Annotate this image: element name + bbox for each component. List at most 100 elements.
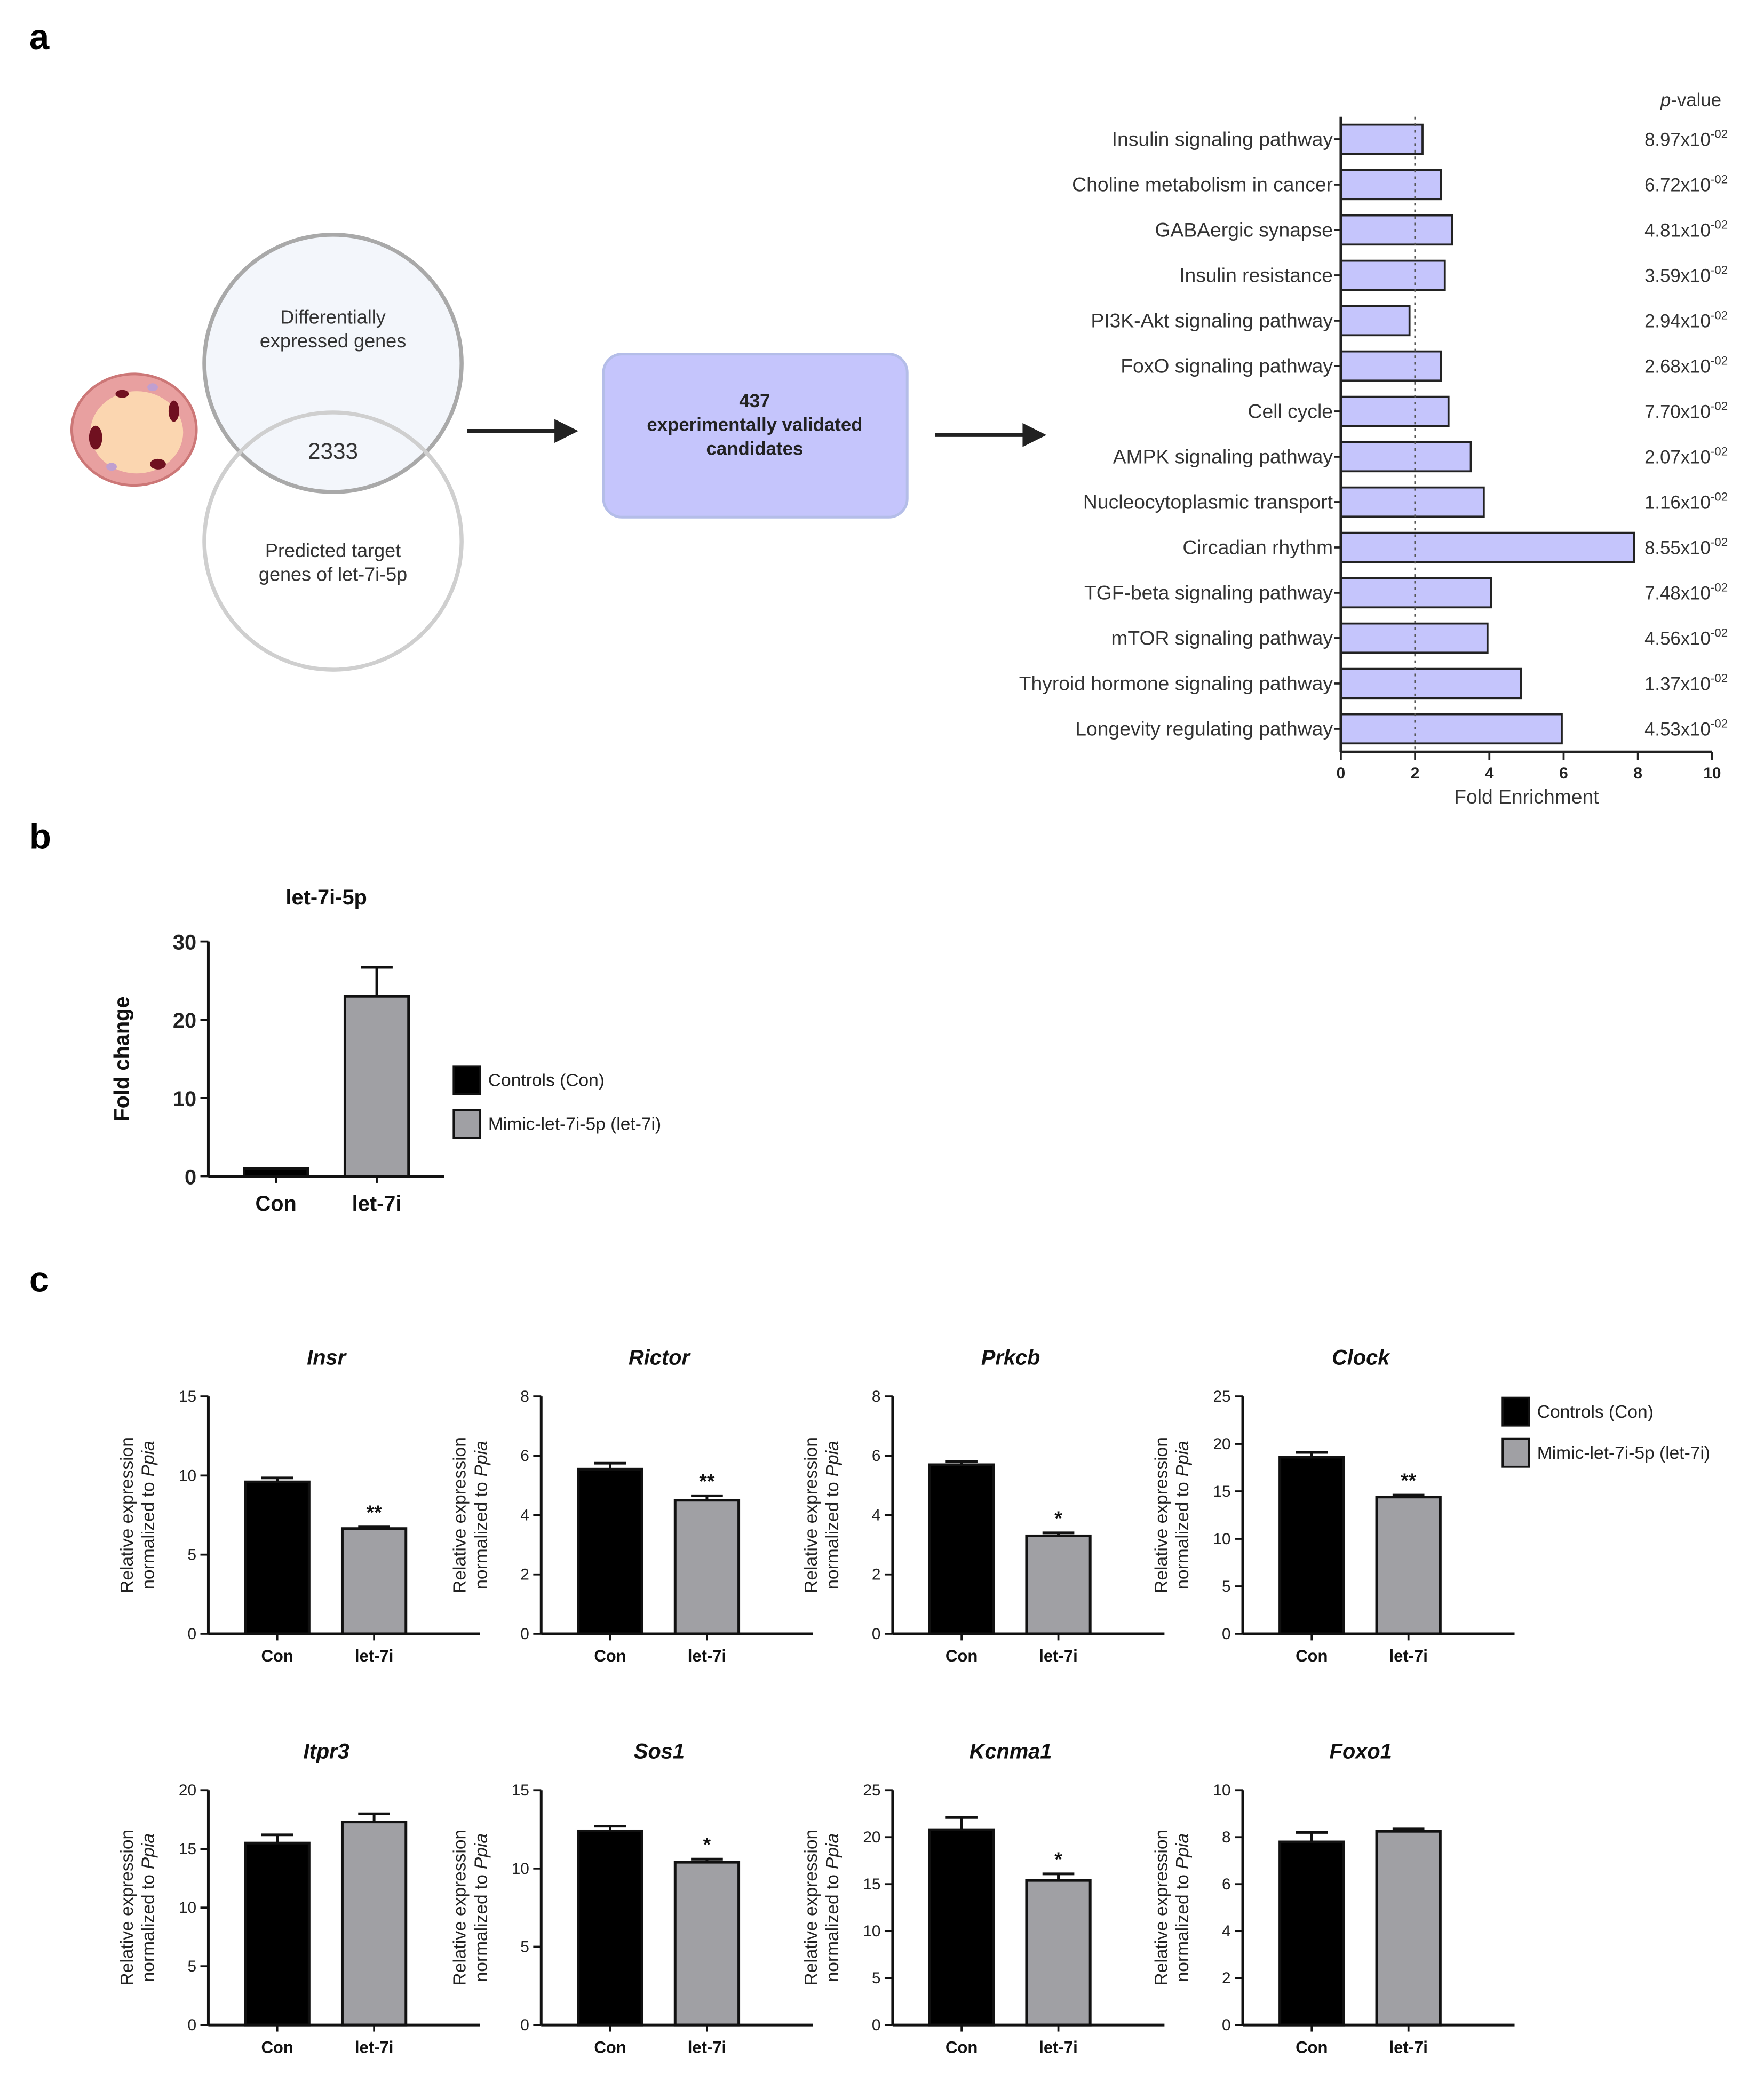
venn-circle <box>202 410 464 672</box>
y-axis-label: Relative expression <box>1151 1437 1171 1593</box>
significance: ** <box>699 1469 715 1492</box>
arrow <box>935 423 1047 447</box>
chart-title: Rictor <box>629 1346 691 1369</box>
x-tick-label: Con <box>261 1647 293 1665</box>
p-value-exp: -02 <box>1711 581 1728 594</box>
category-label: Thyroid hormone signaling pathway <box>1019 672 1333 694</box>
y-axis-label-part: normalized to <box>471 1874 491 1982</box>
y-tick-label: 20 <box>179 1782 196 1799</box>
panel-label: b <box>29 817 51 857</box>
y-tick-label: 25 <box>863 1782 880 1799</box>
bar <box>1340 531 1635 563</box>
bar <box>673 1861 741 2027</box>
y-tick-label: 0 <box>1222 1625 1231 1643</box>
y-axis-label-part: normalized to <box>823 1874 843 1982</box>
x-tick-label: Con <box>256 1192 297 1215</box>
y-axis-label: Fold change <box>110 996 133 1121</box>
bar <box>577 1829 643 2027</box>
y-tick-label: 0 <box>520 1625 529 1643</box>
y-tick-label: 20 <box>1213 1435 1230 1453</box>
legend-label: Mimic-let-7i-5p (let-7i) <box>1537 1443 1710 1463</box>
p-value-exp: -02 <box>1711 490 1728 503</box>
candidates-box <box>602 353 909 519</box>
bar <box>1340 395 1450 427</box>
chart-title: Prkcb <box>981 1346 1040 1369</box>
bar <box>1340 169 1442 201</box>
venn-label: expressed genes <box>260 330 406 352</box>
bar <box>340 1821 408 2027</box>
y-tick-label: 15 <box>1213 1483 1230 1500</box>
p-value-exp: -02 <box>1711 263 1728 276</box>
y-tick-label: 0 <box>1222 2016 1231 2034</box>
p-value-base: 7.48x10 <box>1644 583 1711 603</box>
bar <box>1025 1534 1092 1635</box>
p-value-exp: -02 <box>1711 354 1728 367</box>
y-axis-label: normalized to Ppia <box>1173 1833 1193 1982</box>
x-tick-label: 6 <box>1559 765 1568 782</box>
significance: * <box>703 1833 711 1855</box>
category-label: AMPK signaling pathway <box>1113 445 1333 467</box>
y-tick-label: 10 <box>863 1922 880 1940</box>
y-axis-label-part: normalized to <box>823 1482 843 1589</box>
y-axis-label-part: normalized to <box>1173 1874 1193 1982</box>
p-value: 1.16x10-02 <box>1644 490 1728 513</box>
x-tick-label: let-7i <box>355 1647 393 1665</box>
y-tick-label: 8 <box>520 1388 529 1405</box>
y-axis-label-italic: Ppia <box>471 1441 491 1476</box>
y-tick-label: 5 <box>872 1969 881 1987</box>
p-value: 2.07x10-02 <box>1644 444 1728 467</box>
y-tick-label: 0 <box>872 2016 881 2034</box>
legend-swatch <box>1501 1396 1530 1427</box>
box-text: experimentally validated <box>647 415 862 435</box>
p-value-title-rest: -value <box>1671 90 1721 110</box>
x-tick-label: let-7i <box>1039 2038 1077 2056</box>
p-value-exp: -02 <box>1711 399 1728 412</box>
p-value-title: p-value <box>1660 90 1721 110</box>
chart-title: Sos1 <box>634 1740 685 1763</box>
category-label: Choline metabolism in cancer <box>1072 173 1333 195</box>
x-tick-label: 2 <box>1411 765 1420 782</box>
y-tick-label: 5 <box>520 1938 529 1956</box>
y-tick-label: 10 <box>179 1467 196 1484</box>
p-value-base: 2.07x10 <box>1644 447 1711 467</box>
bar <box>1340 214 1453 246</box>
p-value: 2.94x10-02 <box>1644 308 1728 331</box>
x-tick-label: let-7i <box>1039 1647 1077 1665</box>
p-value-base: 3.59x10 <box>1644 266 1711 286</box>
y-tick-label: 6 <box>520 1447 529 1465</box>
bar <box>340 1527 408 1635</box>
p-value-base: 4.81x10 <box>1644 220 1711 241</box>
y-tick-label: 25 <box>1213 1388 1230 1405</box>
y-axis-label-italic: Ppia <box>823 1833 843 1869</box>
y-axis-label-italic: Ppia <box>1173 1833 1193 1869</box>
x-tick-label: let-7i <box>1389 2038 1427 2056</box>
y-axis-label: normalized to Ppia <box>823 1441 843 1589</box>
p-value-base: 4.53x10 <box>1644 719 1711 740</box>
legend-label: Controls (Con) <box>1537 1402 1654 1422</box>
y-axis-label: Relative expression <box>801 1437 821 1593</box>
y-tick-label: 10 <box>179 1899 196 1917</box>
p-value-exp: -02 <box>1711 308 1728 322</box>
bar <box>1375 1830 1442 2027</box>
y-axis-label-part: normalized to <box>139 1874 158 1982</box>
y-axis-label-part: normalized to <box>471 1482 491 1589</box>
x-tick-label: let-7i <box>688 1647 726 1665</box>
bar <box>1340 259 1446 291</box>
y-axis-label-italic: Ppia <box>1173 1441 1193 1476</box>
chart-title: Foxo1 <box>1330 1740 1392 1763</box>
p-value: 4.53x10-02 <box>1644 717 1728 740</box>
p-value-base: 1.16x10 <box>1644 492 1711 513</box>
p-value: 3.59x10-02 <box>1644 263 1728 286</box>
x-tick-label: Con <box>1296 1647 1328 1665</box>
bar <box>1278 1840 1345 2027</box>
x-tick-label: let-7i <box>355 2038 393 2056</box>
y-tick-label: 20 <box>863 1829 880 1846</box>
p-value: 7.48x10-02 <box>1644 581 1728 603</box>
x-tick-label: 10 <box>1703 765 1721 782</box>
panel-label: c <box>29 1260 49 1300</box>
legend-swatch <box>452 1109 481 1139</box>
bar <box>1375 1496 1442 1635</box>
y-axis-label: normalized to Ppia <box>471 1833 491 1982</box>
venn-overlap: 2333 <box>308 439 358 464</box>
y-tick-label: 0 <box>187 1625 196 1643</box>
